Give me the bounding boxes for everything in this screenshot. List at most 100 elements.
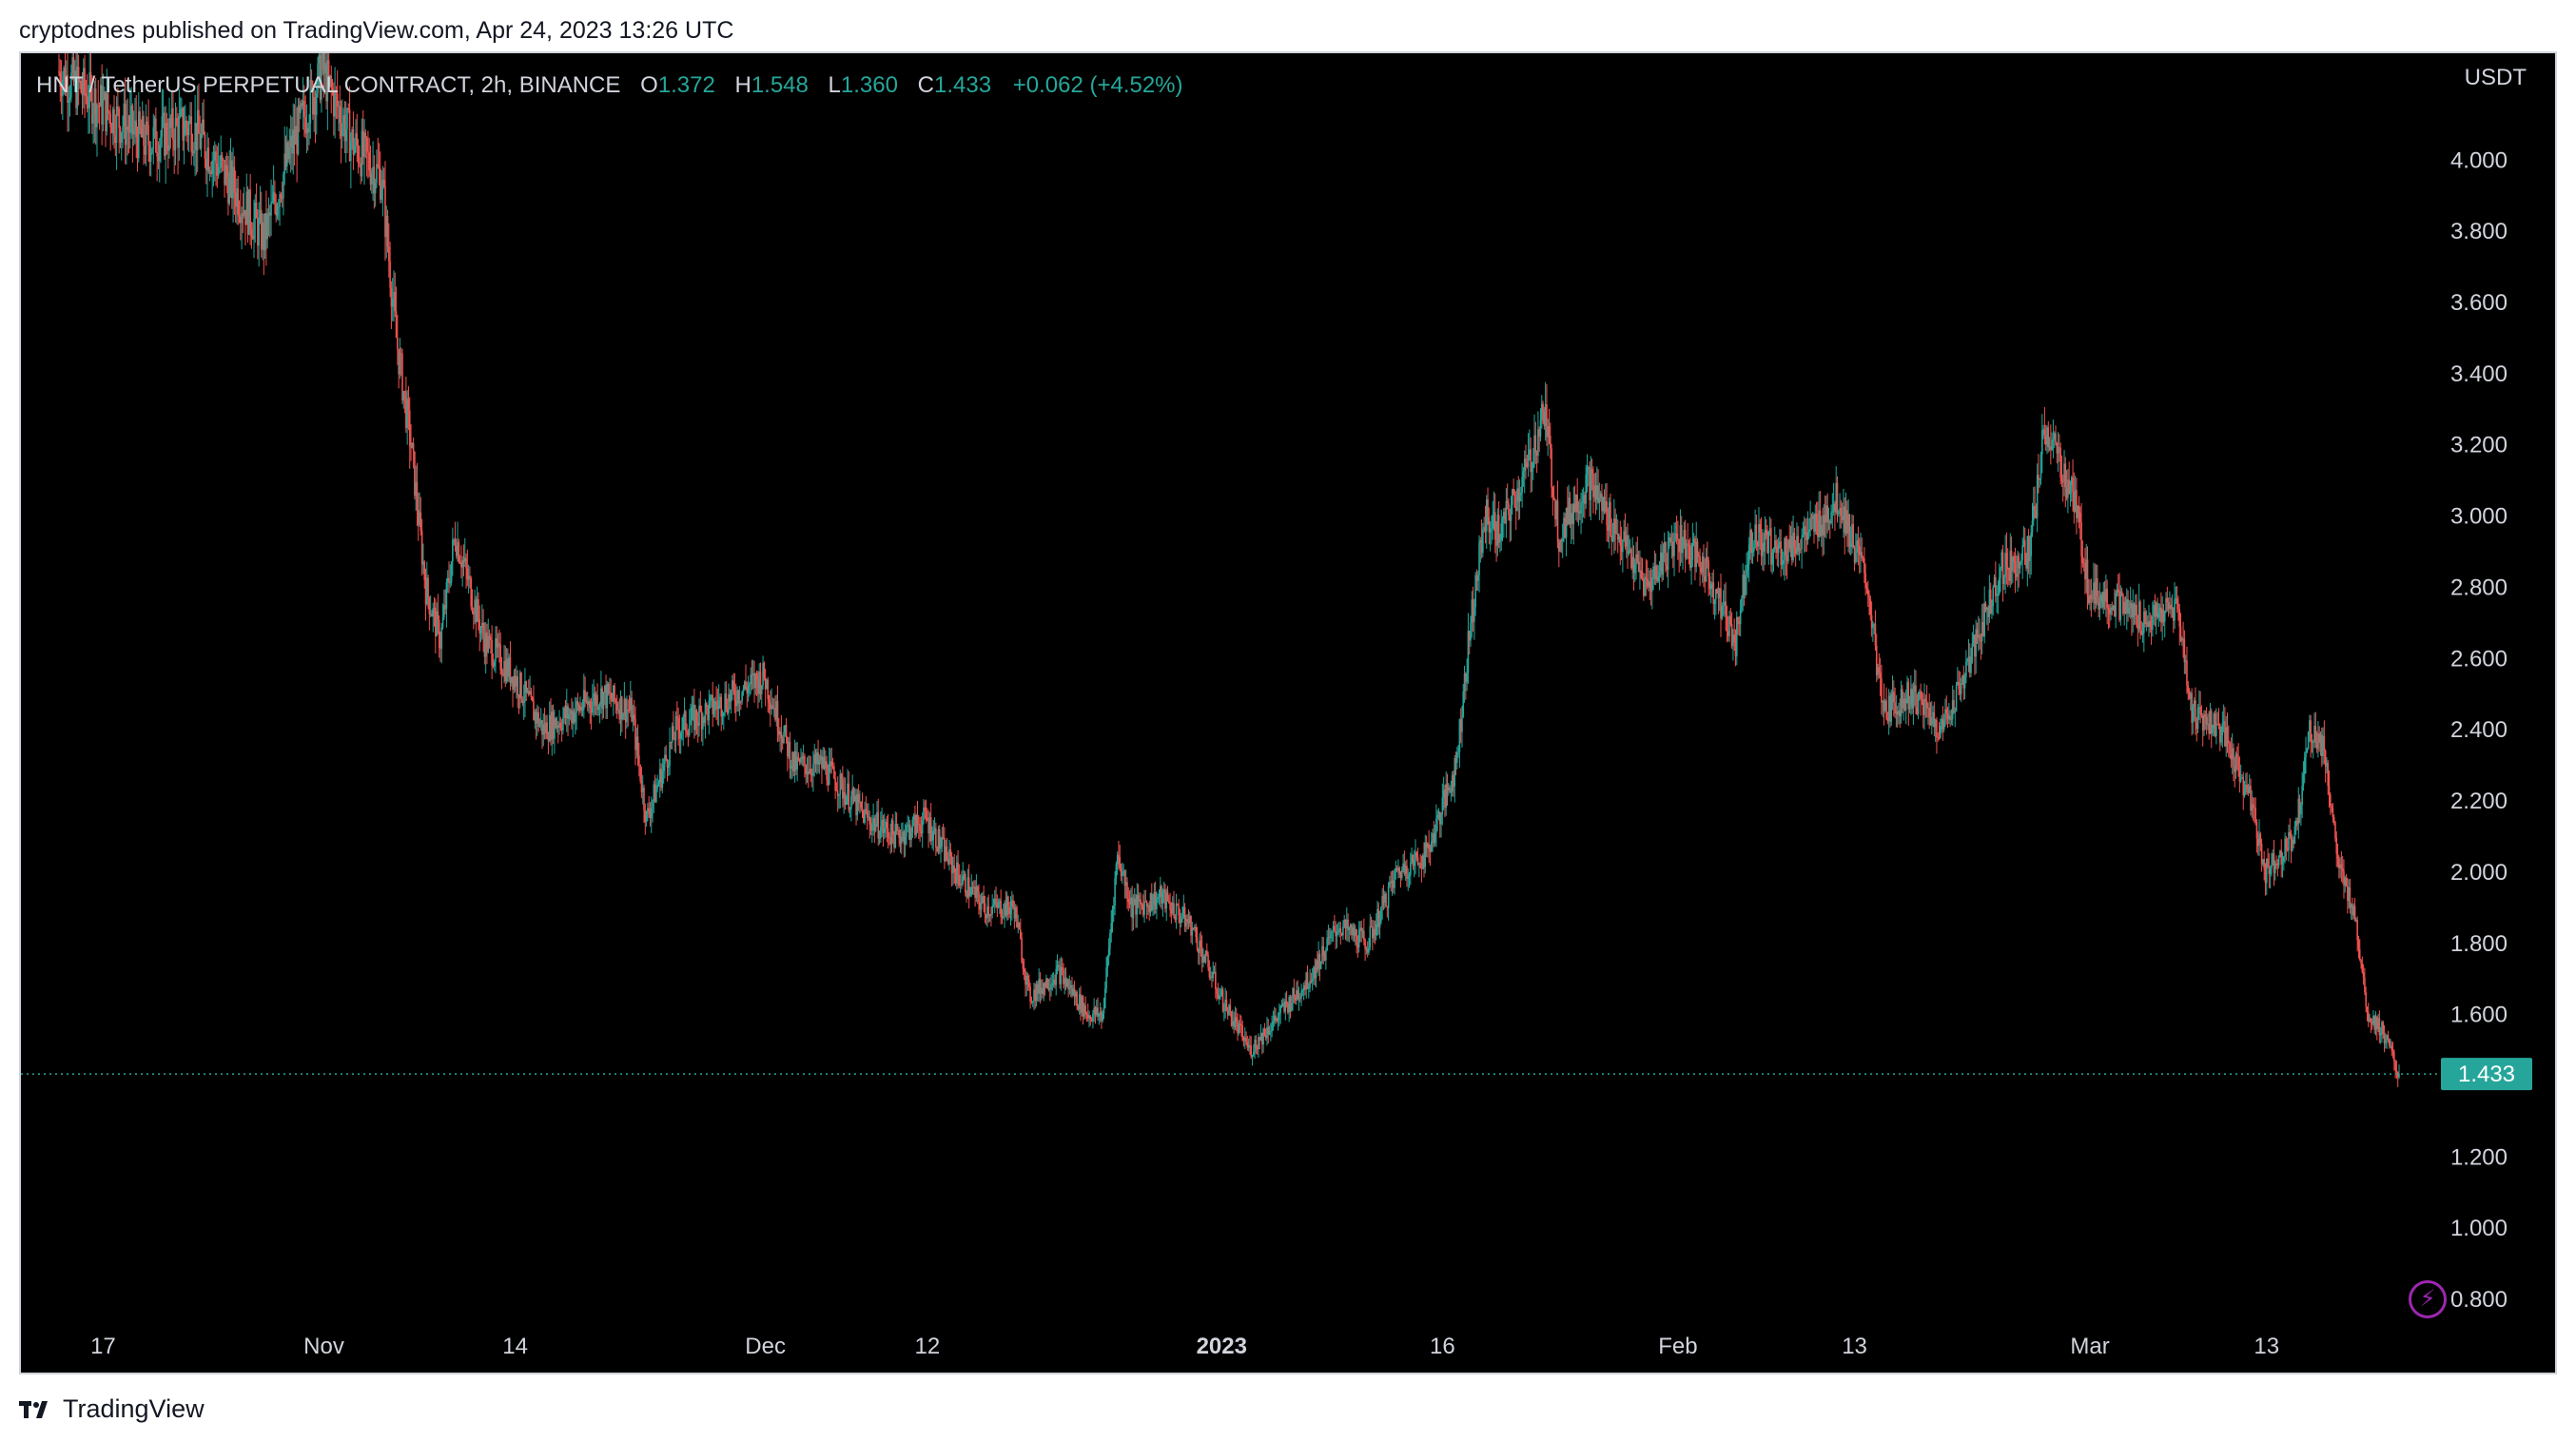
candle [548,701,551,743]
candle [976,885,979,905]
candle [918,814,920,840]
candle [953,854,955,884]
candle [1848,514,1851,555]
candlestick-chart[interactable]: 4.0003.8003.6003.4003.2003.0002.8002.600… [21,53,2555,1373]
candle [614,683,615,705]
candle [2010,536,2013,585]
candle [2063,450,2065,497]
candle [379,151,381,204]
candle [1126,877,1128,909]
candle [1530,437,1532,494]
currency-label[interactable]: USDT [2464,65,2527,90]
candle [723,711,725,731]
candle [2046,425,2048,455]
candle [1818,491,1820,542]
candle [419,492,420,528]
candle [1306,965,1309,990]
candle [2350,903,2352,921]
candle [151,147,153,155]
candle [2120,587,2123,597]
time-axis[interactable]: 17 Nov 14 Dec 12 2023 16 Feb 13 Mar 13 [90,1334,2279,1359]
candle [1251,1054,1254,1066]
candle [1611,522,1614,543]
candle [1645,558,1648,596]
candle [1989,582,1992,614]
candle [255,183,258,219]
candle [1317,950,1318,973]
candle [1252,1043,1255,1058]
candle [1182,894,1185,920]
candle [457,521,459,562]
candle [263,213,265,276]
candle [2006,548,2009,587]
candle [712,681,714,728]
candle [1860,532,1862,573]
candle [797,752,800,762]
x-tick-label: Mar [2070,1334,2109,1359]
candle [1392,870,1395,894]
candle [842,766,844,808]
candle [2200,705,2203,719]
candle [461,555,463,587]
lightning-icon[interactable]: ⚡ [2409,1280,2447,1318]
candle [798,758,801,766]
candle [475,595,478,638]
candle [940,836,942,863]
chart-panel[interactable]: 4.000 3.800 3.600 3.400 3.200 3.000 2.800 2.600… [19,51,2557,1374]
candle [1864,563,1866,596]
candle [242,193,244,234]
candle [2218,723,2221,751]
candle [868,809,871,839]
candle [2217,708,2220,730]
candle [2156,597,2158,620]
candle [2193,697,2195,722]
candle [1904,689,1907,725]
candle [2378,1010,2381,1043]
candle [552,704,555,745]
candle [1992,584,1995,615]
candle [980,892,983,918]
candle [1144,889,1147,903]
candle [2161,595,2163,641]
candle [237,175,240,225]
candle [1660,544,1662,578]
candle [1419,853,1421,868]
candle [1837,510,1840,517]
candle [673,731,676,752]
candle [249,174,251,245]
candle [1538,426,1540,453]
price-axis[interactable]: 4.0003.8003.6003.4003.2003.0002.8002.600… [2450,147,2508,1313]
candle [609,677,611,705]
candle [96,103,98,157]
candle [849,807,851,818]
candle [1020,918,1022,940]
y-tick-label: 0.800 [2450,1287,2508,1313]
candle [1980,633,1982,660]
candle [996,894,999,918]
candle [1001,908,1004,925]
candle [2051,432,2053,452]
candle [378,143,381,186]
candle [545,714,547,740]
candle [931,826,933,849]
candle [2116,583,2118,597]
candle [1339,922,1342,945]
candle [1000,889,1002,925]
candle [2318,726,2320,752]
candle [1902,685,1903,713]
candle [1708,572,1711,595]
candle [2201,712,2204,747]
candle [1267,1019,1270,1044]
candle [725,680,728,712]
candle [1261,1032,1263,1055]
candle [874,813,877,833]
candle [2215,708,2217,745]
candle [2221,711,2224,749]
candle [779,727,781,752]
candle [2128,600,2131,617]
candle [2250,778,2252,816]
candle [1005,890,1007,918]
candle [205,151,207,185]
candle [504,645,507,688]
candle [2245,772,2247,795]
